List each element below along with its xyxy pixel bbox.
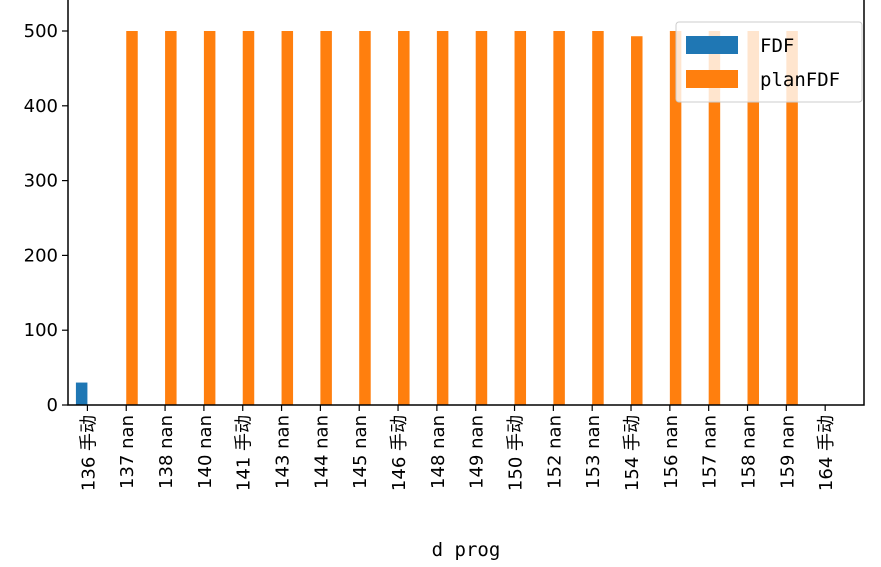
- x-tick-label: 136 手动: [78, 415, 99, 491]
- y-tick-label: 200: [24, 245, 58, 266]
- x-tick-label: 154 手动: [622, 415, 643, 491]
- bar-planfdf-2: [165, 31, 177, 405]
- x-axis: 136 手动 137 nan 138 nan 140 nan 141 手动 143 nan…: [78, 405, 837, 491]
- y-tick-label: 400: [24, 96, 58, 117]
- bar-planfdf-17: [747, 31, 760, 405]
- y-axis: 0 100 200 300 400 500: [24, 21, 68, 416]
- x-tick-label: 143 nan: [273, 415, 294, 489]
- bar-planfdf-16: [708, 31, 721, 405]
- y-tick-label: 100: [24, 320, 58, 341]
- bar-planfdf-10: [475, 31, 488, 405]
- x-tick-label: 152 nan: [544, 415, 565, 489]
- bar-planfdf-6: [320, 31, 332, 405]
- legend-label-planfdf: planFDF: [760, 69, 840, 91]
- legend-label-fdf: FDF: [760, 35, 794, 57]
- bar-planfdf-14: [631, 36, 643, 406]
- x-tick-label: 150 手动: [506, 415, 527, 491]
- x-tick-label: 141 手动: [234, 415, 255, 491]
- x-tick-label: 153 nan: [583, 415, 604, 489]
- bar-planfdf-4: [242, 31, 255, 405]
- bar-fdf-0: [75, 382, 88, 405]
- bar-planfdf-3: [203, 31, 216, 405]
- x-tick-label: 157 nan: [700, 415, 721, 489]
- bar-planfdf-18: [786, 31, 798, 405]
- x-tick-label: 148 nan: [428, 415, 449, 489]
- x-axis-label: d prog: [432, 539, 501, 561]
- plot-frame: [67, 0, 865, 406]
- x-tick-label: 158 nan: [739, 415, 760, 489]
- y-tick-label: 500: [24, 21, 58, 42]
- bar-planfdf-8: [398, 31, 410, 405]
- bar-planfdf-15: [669, 31, 682, 405]
- legend-swatch-fdf: [686, 36, 738, 54]
- y-tick-label: 300: [24, 171, 58, 192]
- bar-planfdf-9: [436, 31, 449, 405]
- x-tick-label: 159 nan: [777, 415, 798, 489]
- bar-planfdf-12: [553, 31, 565, 405]
- bar-planfdf-1: [126, 31, 138, 405]
- bar-planfdf-11: [514, 31, 527, 405]
- x-tick-label: 149 nan: [467, 415, 488, 489]
- x-tick-label: 138 nan: [156, 415, 177, 489]
- x-tick-label: 164 手动: [816, 415, 837, 491]
- bar-planfdf-13: [592, 31, 604, 405]
- x-tick-label: 145 nan: [350, 415, 371, 489]
- bars-group: [75, 31, 798, 406]
- x-tick-label: 144 nan: [311, 415, 332, 489]
- x-tick-label: 146 手动: [389, 415, 410, 491]
- x-tick-label: 140 nan: [195, 415, 216, 489]
- legend-swatch-planfdf: [686, 70, 738, 88]
- legend: FDF planFDF: [675, 21, 863, 103]
- bar-planfdf-7: [359, 31, 371, 405]
- x-tick-label: 137 nan: [117, 415, 138, 489]
- y-tick-label: 0: [47, 395, 58, 416]
- x-tick-label: 156 nan: [661, 415, 682, 489]
- bar-planfdf-5: [281, 31, 294, 405]
